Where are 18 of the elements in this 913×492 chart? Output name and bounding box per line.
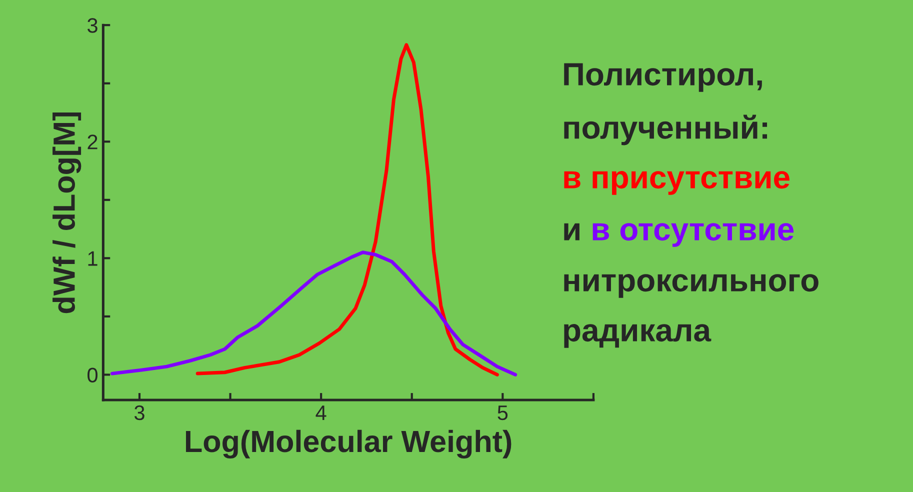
annotation: полученный: — [564, 114, 768, 146]
line-series — [196, 43, 499, 376]
annotation: и — [564, 223, 580, 240]
annotation: радикала — [564, 324, 712, 348]
y-axis-title: dWf / dLog[M] — [52, 112, 82, 314]
annotation: Полистирол, — [564, 63, 762, 92]
y-tick-label: 0 — [88, 368, 98, 382]
text: в отсутствие — [592, 223, 794, 247]
x-tick-label: 4 — [316, 406, 326, 420]
text: в присутствие — [564, 171, 790, 195]
line-series — [110, 250, 518, 376]
x-tick-label: 5 — [498, 406, 508, 420]
y-tick-label: 3 — [88, 18, 98, 33]
y-tick-label: 2 — [88, 134, 98, 150]
x-tick-label: 3 — [134, 405, 144, 420]
y-tick-label: 1 — [88, 251, 98, 266]
x-axis-title: Log(Molecular Weight) — [186, 430, 512, 458]
annotation: нитроксильного — [564, 274, 818, 298]
